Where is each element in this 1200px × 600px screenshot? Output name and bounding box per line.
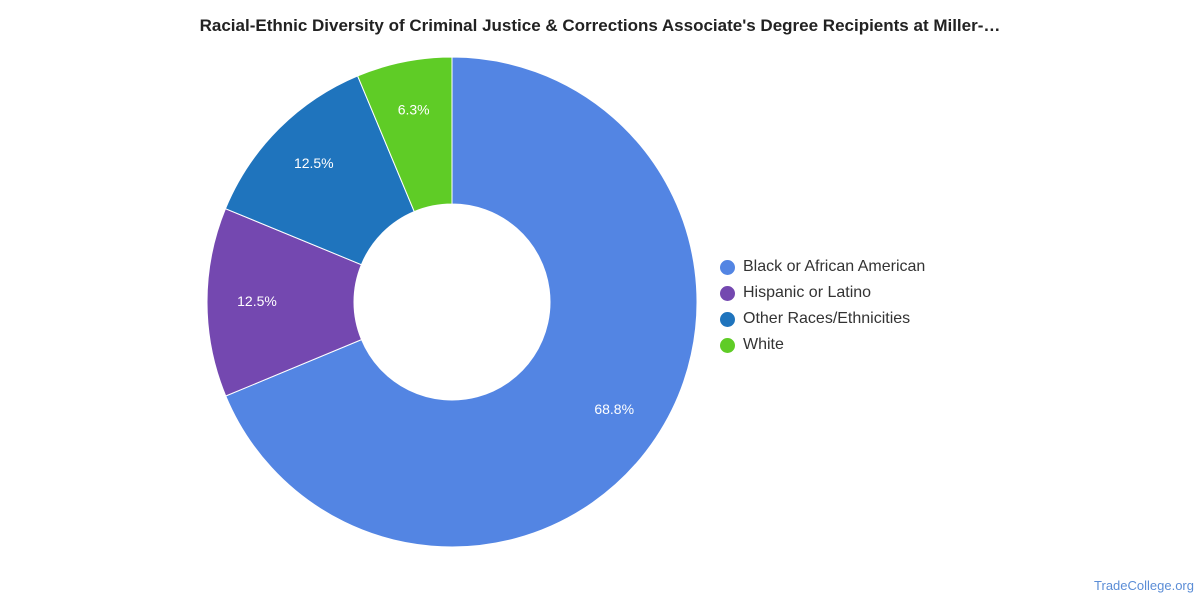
chart-title: Racial-Ethnic Diversity of Criminal Just… [199,16,1001,35]
legend-swatch-icon [720,311,735,327]
legend-swatch-icon [720,285,735,301]
slice-labels: 68.8% 12.5% 12.5% 6.3% [237,102,634,417]
legend-label: Other Races/Ethnicities [743,310,911,327]
slice-value-label: 68.8% [594,401,634,417]
slice-value-label: 12.5% [294,155,334,171]
donut-slice[interactable] [206,208,363,397]
legend-label: Hispanic or Latino [743,284,872,301]
legend-item[interactable]: Other Races/Ethnicities [720,306,925,332]
donut-slice[interactable] [225,56,698,548]
legend-label: Black or African American [743,258,926,275]
donut-slice[interactable] [224,75,415,266]
donut-slices [206,56,698,548]
legend-swatch-icon [720,259,735,275]
donut-slice[interactable] [356,56,453,213]
legend: Black or African American Hispanic or La… [720,254,925,358]
slice-value-label: 12.5% [237,293,277,309]
legend-item[interactable]: Black or African American [720,254,925,280]
legend-item[interactable]: Hispanic or Latino [720,280,925,306]
slice-value-label: 6.3% [398,102,430,118]
watermark: TradeCollege.org [1094,578,1194,593]
legend-item[interactable]: White [720,332,925,358]
legend-swatch-icon [720,337,735,353]
legend-label: White [743,336,784,353]
